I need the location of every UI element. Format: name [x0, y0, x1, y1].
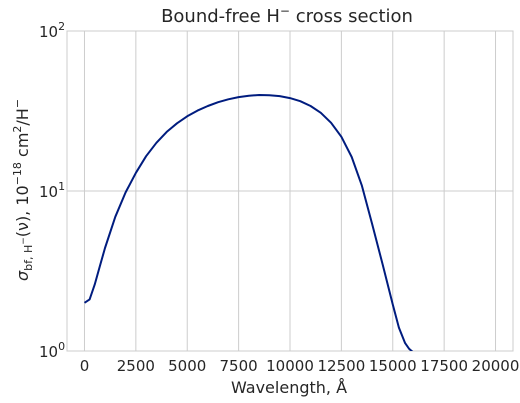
chart-title-main: Bound-free H [161, 6, 280, 27]
x-tick-label: 17500 [420, 357, 468, 375]
y-tick-label: 100 [39, 340, 65, 361]
x-tick-label: 2500 [117, 357, 155, 375]
grid [67, 30, 513, 352]
y-label-exp: −18 [11, 162, 24, 185]
y-label-unit-sup: 2 [11, 126, 24, 133]
y-tick-label: 102 [39, 20, 65, 41]
series-layer [83, 94, 414, 351]
x-tick-label: 12500 [318, 357, 366, 375]
y-label-unit: cm [13, 133, 32, 162]
y-label-nu: (ν), 10 [13, 185, 32, 237]
chart-title: Bound-free H− cross section [161, 4, 413, 27]
y-label-sigma: σ [13, 270, 32, 281]
y-label-per: /H [13, 108, 32, 125]
y-label-per-sup: − [11, 99, 24, 108]
y-axis-label: σbf, H−(ν), 10−18 cm2/H− [11, 99, 35, 281]
x-tick-label: 15000 [369, 357, 417, 375]
x-tick-label: 0 [80, 357, 90, 375]
x-tick-label: 7500 [220, 357, 258, 375]
x-tick-label: 10000 [266, 357, 314, 375]
y-label-sub: bf, H [22, 245, 35, 271]
x-tick-label: 20000 [472, 357, 520, 375]
chart-title-rest: cross section [290, 6, 413, 27]
y-tick-labels: 100 101 102 [39, 20, 65, 361]
x-axis-label: Wavelength, Å [231, 378, 347, 397]
y-tick-label: 101 [39, 180, 65, 201]
chart-title-sup: − [280, 4, 290, 18]
plot-frame [66, 30, 514, 352]
series-line-0 [83, 94, 414, 351]
x-tick-label: 5000 [168, 357, 206, 375]
y-label-sub-sup: − [19, 237, 29, 245]
x-tick-labels: 0 2500 5000 7500 10000 12500 15000 17500 20000 [80, 357, 520, 375]
